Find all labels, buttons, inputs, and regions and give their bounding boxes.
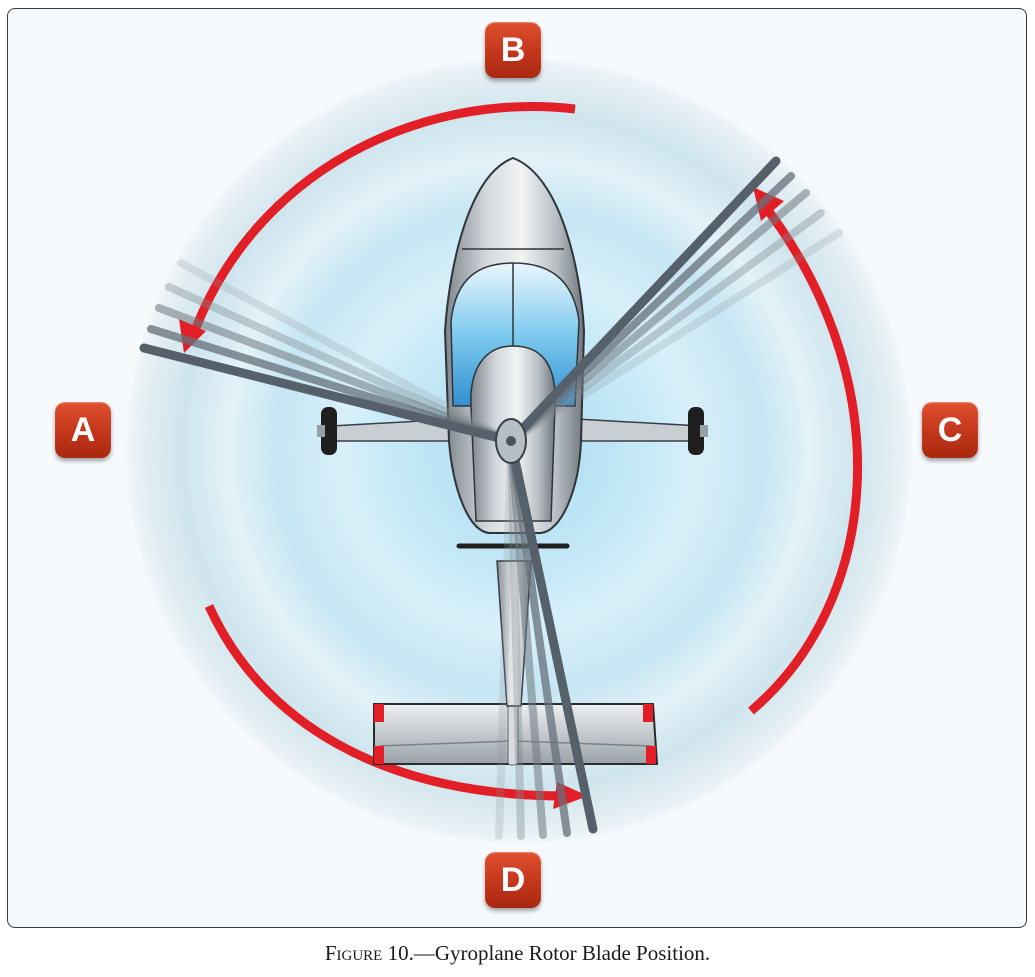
- label-c: C: [922, 402, 978, 458]
- tail-stabilizer: [373, 702, 659, 766]
- landing-gear: [317, 407, 708, 455]
- label-b: B: [485, 22, 541, 78]
- arrow-d-to-c: [748, 198, 863, 715]
- figure-title: —Gyroplane Rotor Blade Position.: [413, 941, 711, 965]
- rotation-arrows: [186, 102, 863, 801]
- right-wheel: [688, 407, 704, 455]
- fuselage: [443, 156, 586, 549]
- label-a: A: [55, 402, 111, 458]
- arrow-a-to-d: [204, 604, 567, 801]
- label-d: D: [485, 852, 541, 908]
- arrowhead-a: [179, 319, 206, 353]
- blade-a: [139, 343, 516, 446]
- arrow-b-to-a: [186, 102, 576, 343]
- blade-d: [506, 436, 598, 834]
- left-wheel: [321, 407, 337, 455]
- figure-caption: Figure 10.—Gyroplane Rotor Blade Positio…: [0, 941, 1035, 966]
- blade-c: [506, 156, 781, 446]
- rotor-blades: [139, 156, 843, 840]
- diagram-frame: B A C D: [7, 8, 1027, 928]
- gyroplane-diagram: [127, 59, 911, 843]
- figure-number: Figure 10.: [324, 941, 414, 965]
- arrowhead-c: [753, 187, 784, 221]
